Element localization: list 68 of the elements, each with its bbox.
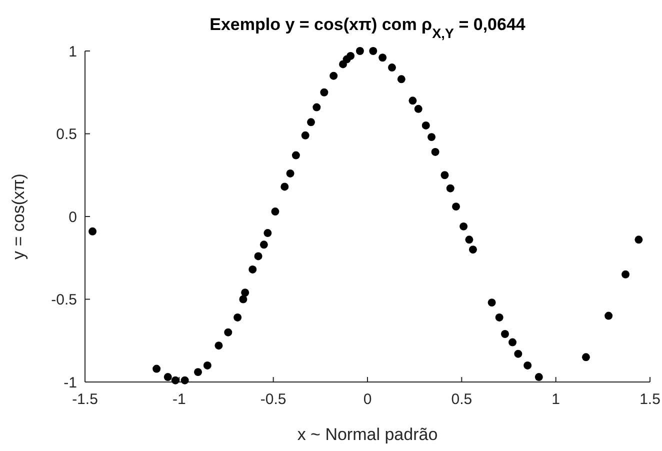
y-axis-title: y = cos(xπ): [9, 174, 28, 260]
point: [524, 361, 532, 370]
point: [582, 353, 590, 362]
point: [271, 208, 280, 216]
point: [356, 47, 364, 55]
point: [408, 96, 417, 105]
point: [330, 72, 338, 80]
point: [280, 182, 289, 191]
point: [241, 288, 250, 297]
point: [88, 227, 97, 236]
point: [152, 364, 161, 373]
x-tick-label: 0.5: [451, 391, 472, 408]
point: [465, 236, 474, 244]
x-tick-label: -0.5: [260, 391, 286, 408]
y-tick-label: 0.5: [56, 126, 77, 143]
point: [239, 295, 248, 304]
y-tick-label: 0: [68, 208, 77, 226]
point: [495, 313, 504, 322]
point: [180, 376, 189, 384]
point: [171, 376, 180, 384]
point: [431, 148, 440, 156]
point: [604, 312, 613, 320]
y-tick-label: -1: [64, 374, 77, 392]
x-tick-label: 1: [552, 391, 560, 408]
point: [346, 52, 355, 60]
point: [264, 229, 272, 238]
point: [508, 338, 517, 346]
point: [164, 373, 172, 382]
point: [224, 328, 232, 336]
point: [214, 342, 223, 350]
y-tick-label: -0.5: [51, 292, 77, 308]
point: [460, 222, 468, 230]
point: [378, 54, 387, 62]
y-tick-label: 1: [68, 43, 77, 60]
point: [254, 252, 262, 260]
point: [234, 313, 242, 322]
point: [514, 350, 522, 358]
point: [468, 246, 477, 254]
point: [488, 298, 496, 307]
point: [369, 47, 378, 55]
point: [440, 171, 449, 180]
point: [500, 330, 509, 338]
point: [422, 121, 430, 130]
x-tick-label: -1: [172, 391, 186, 408]
point: [301, 131, 310, 140]
point: [312, 103, 321, 112]
point: [248, 265, 257, 274]
point: [307, 118, 315, 126]
x-tick-label: -1.5: [72, 391, 98, 408]
point: [388, 64, 396, 72]
point: [203, 361, 212, 370]
point: [194, 368, 202, 376]
point: [320, 88, 328, 96]
x-tick-label: 1.5: [640, 391, 660, 408]
point: [397, 75, 406, 84]
point: [622, 270, 630, 278]
point: [452, 202, 460, 211]
point: [534, 373, 543, 382]
point: [428, 133, 436, 142]
point: [292, 151, 300, 160]
point: [446, 184, 454, 192]
point: [286, 169, 294, 178]
chart-title: Exemplo y = cos(xπ) com ρ$_{X,Y}$ = 0,0644: [210, 15, 526, 40]
point: [260, 240, 268, 249]
x-axis-title: x ~ Normal padrão: [297, 425, 438, 444]
point: [634, 236, 643, 244]
point: [414, 104, 422, 113]
x-tick-label: 0: [363, 391, 372, 408]
